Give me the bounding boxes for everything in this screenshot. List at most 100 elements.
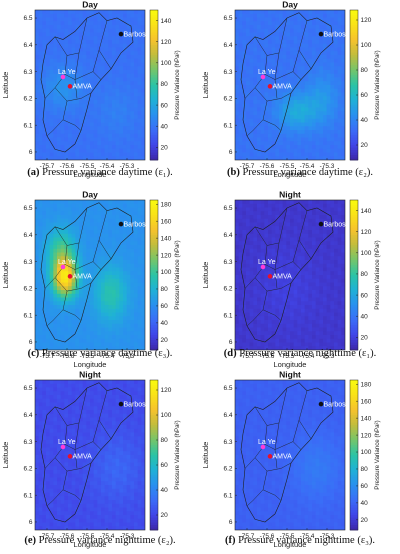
heatmap-cell: [330, 81, 334, 85]
colorbar-step: [150, 343, 158, 346]
heatmap-cell: [261, 40, 265, 44]
colorbar-step: [350, 150, 358, 153]
heatmap-cell: [246, 74, 250, 78]
heatmap-cell: [105, 286, 109, 290]
heatmap-cell: [283, 36, 287, 40]
heatmap-cell: [308, 115, 312, 119]
heatmap-cell: [127, 96, 131, 100]
heatmap-cell: [327, 260, 331, 264]
heatmap-cell: [64, 44, 68, 48]
heatmap-cell: [308, 343, 312, 347]
heatmap-cell: [97, 245, 101, 249]
heatmap-cell: [250, 66, 254, 70]
heatmap-cell: [257, 320, 261, 324]
heatmap-cell: [261, 208, 265, 212]
heatmap-cell: [239, 219, 243, 223]
colorbar-step: [150, 45, 158, 48]
heatmap-cell: [101, 115, 105, 119]
heatmap-cell: [75, 309, 79, 313]
heatmap-cell: [123, 115, 127, 119]
heatmap-cell: [46, 294, 50, 298]
heatmap-cell: [42, 335, 46, 339]
colorbar-step: [350, 130, 358, 133]
heatmap-cell: [123, 25, 127, 29]
colorbar-step: [350, 55, 358, 58]
heatmap-cell: [127, 126, 131, 130]
heatmap-cell: [319, 108, 323, 112]
heatmap-cell: [97, 279, 101, 283]
heatmap-cell: [239, 339, 243, 343]
heatmap-cell: [119, 78, 123, 82]
heatmap-cell: [79, 245, 83, 249]
heatmap-cell: [61, 245, 65, 249]
heatmap-cell: [257, 335, 261, 339]
heatmap-cell: [53, 204, 57, 208]
heatmap-cell: [86, 10, 90, 14]
heatmap-cell: [134, 324, 138, 328]
heatmap-cell: [250, 275, 254, 279]
heatmap-cell: [101, 294, 105, 298]
heatmap-cell: [272, 226, 276, 230]
place-marker: [119, 222, 123, 226]
heatmap-cell: [72, 18, 76, 22]
heatmap-cell: [268, 104, 272, 108]
heatmap-cell: [312, 294, 316, 298]
heatmap-cell: [327, 130, 331, 134]
heatmap-cell: [319, 66, 323, 70]
heatmap-cell: [83, 324, 87, 328]
heatmap-cell: [290, 96, 294, 100]
heatmap-cell: [105, 223, 109, 227]
heatmap-cell: [130, 253, 134, 257]
heatmap-cell: [283, 138, 287, 142]
heatmap-cell: [275, 108, 279, 112]
heatmap-cell: [312, 226, 316, 230]
heatmap-cell: [279, 134, 283, 138]
heatmap-cell: [305, 234, 309, 238]
heatmap-cell: [35, 111, 39, 115]
heatmap-cell: [338, 85, 342, 89]
heatmap-cell: [312, 241, 316, 245]
heatmap-cell: [338, 81, 342, 85]
heatmap-cell: [261, 316, 265, 320]
heatmap-cell: [319, 268, 323, 272]
heatmap-cell: [253, 66, 257, 70]
heatmap-cell: [275, 40, 279, 44]
heatmap-cell: [275, 298, 279, 302]
heatmap-cell: [112, 93, 116, 97]
heatmap-cell: [101, 241, 105, 245]
heatmap-cell: [101, 111, 105, 115]
heatmap-cell: [39, 226, 43, 230]
heatmap-cell: [268, 316, 272, 320]
heatmap-cell: [312, 238, 316, 242]
heatmap-cell: [264, 204, 268, 208]
colorbar-step: [150, 113, 158, 116]
heatmap-cell: [279, 264, 283, 268]
heatmap-cell: [75, 294, 79, 298]
heatmap-cell: [235, 219, 239, 223]
heatmap-cell: [35, 230, 39, 234]
heatmap-cell: [286, 226, 290, 230]
heatmap-cell: [250, 14, 254, 18]
heatmap-cell: [308, 141, 312, 145]
heatmap-cell: [239, 316, 243, 320]
heatmap-cell: [290, 40, 294, 44]
heatmap-cell: [130, 211, 134, 215]
heatmap-cell: [108, 313, 112, 317]
heatmap-cell: [97, 66, 101, 70]
heatmap-cell: [75, 339, 79, 343]
colorbar-step: [350, 110, 358, 113]
heatmap-cell: [35, 33, 39, 37]
heatmap-cell: [305, 96, 309, 100]
heatmap-cell: [235, 104, 239, 108]
heatmap-cell: [105, 40, 109, 44]
heatmap-cell: [327, 249, 331, 253]
heatmap-cell: [235, 253, 239, 257]
heatmap-cell: [312, 331, 316, 335]
heatmap-cell: [50, 29, 54, 33]
heatmap-cell: [316, 66, 320, 70]
heatmap-cell: [319, 283, 323, 287]
heatmap-cell: [250, 286, 254, 290]
colorbar-step: [150, 205, 158, 208]
heatmap-cell: [119, 104, 123, 108]
heatmap-cell: [127, 153, 131, 157]
